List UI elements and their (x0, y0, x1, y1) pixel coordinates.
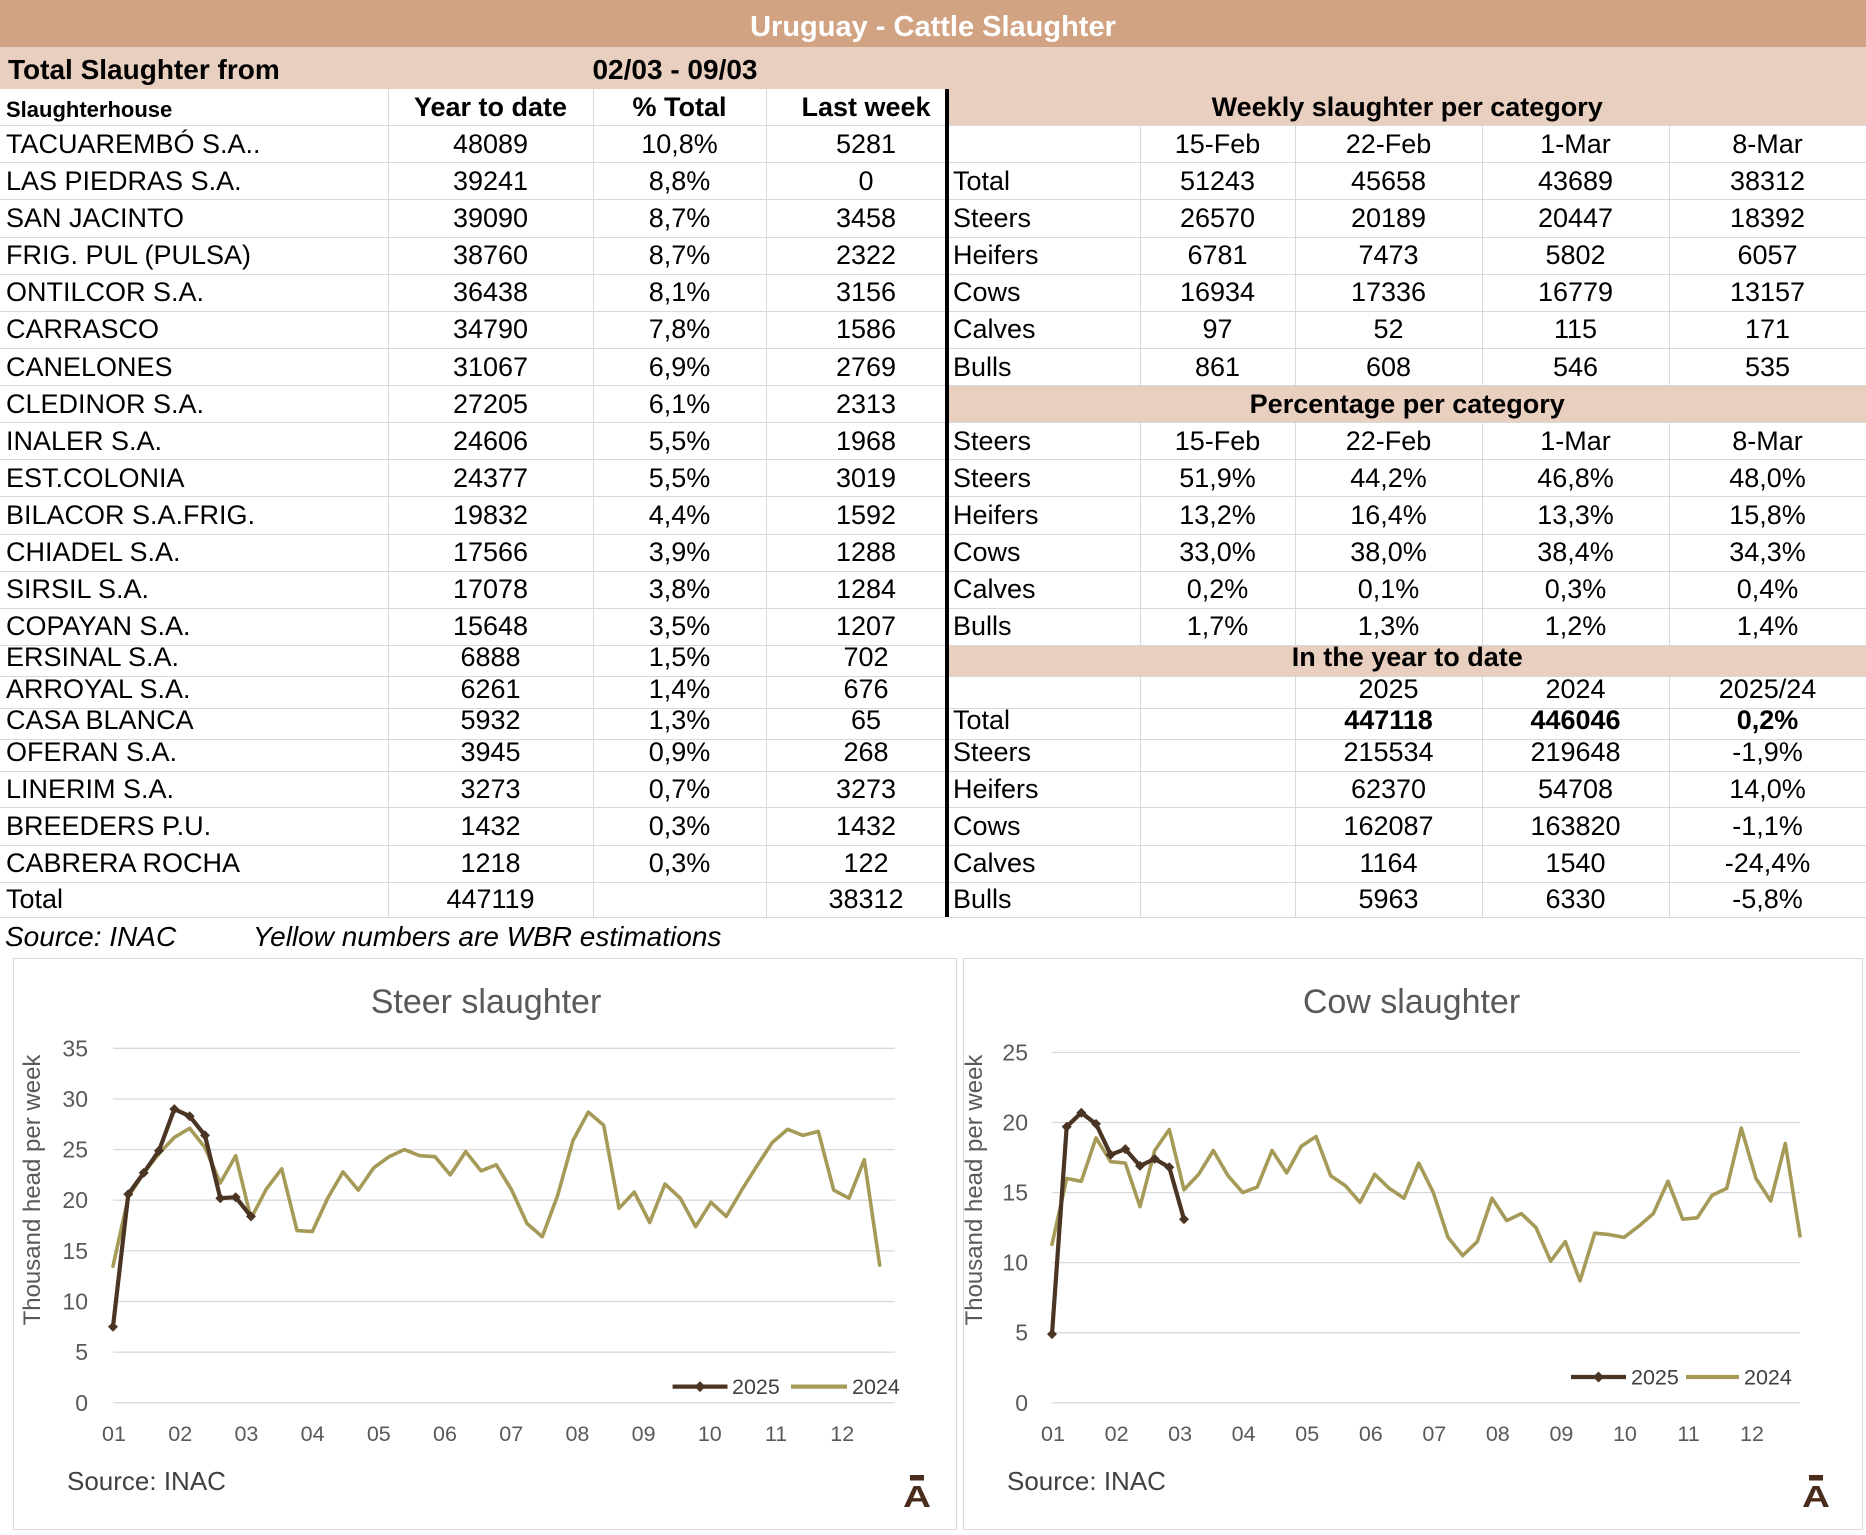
svg-text:12: 12 (830, 1422, 854, 1446)
svg-text:03: 03 (234, 1422, 258, 1446)
svg-text:20: 20 (62, 1187, 88, 1213)
svg-text:Source: INAC: Source: INAC (1007, 1466, 1166, 1496)
svg-text:09: 09 (1549, 1422, 1573, 1446)
svg-text:30: 30 (62, 1086, 88, 1112)
svg-text:08: 08 (1486, 1422, 1510, 1446)
svg-text:Cow slaughter: Cow slaughter (1303, 983, 1520, 1021)
svg-text:02: 02 (168, 1422, 192, 1446)
svg-text:01: 01 (102, 1422, 126, 1446)
svg-text:12: 12 (1740, 1422, 1764, 1446)
svg-text:02: 02 (1105, 1422, 1129, 1446)
svg-text:25: 25 (62, 1137, 88, 1163)
svg-text:01: 01 (1041, 1422, 1065, 1446)
svg-text:5: 5 (1015, 1320, 1028, 1346)
svg-text:2024: 2024 (1744, 1366, 1792, 1390)
svg-text:04: 04 (301, 1422, 325, 1446)
svg-text:0: 0 (1015, 1390, 1028, 1416)
svg-text:Source: INAC: Source: INAC (67, 1466, 226, 1496)
svg-text:15: 15 (62, 1238, 88, 1264)
svg-text:2025: 2025 (732, 1375, 780, 1399)
svg-text:25: 25 (1002, 1039, 1028, 1065)
svg-text:35: 35 (62, 1035, 88, 1061)
svg-text:05: 05 (1295, 1422, 1319, 1446)
svg-text:15: 15 (1002, 1180, 1028, 1206)
svg-text:0: 0 (75, 1390, 88, 1416)
svg-text:06: 06 (1359, 1422, 1383, 1446)
svg-text:07: 07 (499, 1422, 523, 1446)
svg-text:11: 11 (765, 1422, 787, 1446)
svg-text:10: 10 (1002, 1250, 1028, 1276)
svg-text:Thousand head per week: Thousand head per week (963, 1054, 988, 1326)
svg-text:11: 11 (1677, 1422, 1699, 1446)
svg-text:Steer slaughter: Steer slaughter (371, 983, 602, 1021)
svg-text:20: 20 (1002, 1110, 1028, 1136)
svg-text:2025: 2025 (1631, 1366, 1679, 1390)
svg-text:10: 10 (62, 1289, 88, 1315)
svg-text:07: 07 (1422, 1422, 1446, 1446)
svg-text:04: 04 (1232, 1422, 1256, 1446)
svg-text:10: 10 (698, 1422, 722, 1446)
svg-text:03: 03 (1168, 1422, 1192, 1446)
svg-text:A: A (903, 1480, 931, 1514)
svg-text:A: A (1802, 1480, 1830, 1514)
svg-text:06: 06 (433, 1422, 457, 1446)
svg-text:09: 09 (632, 1422, 656, 1446)
svg-text:10: 10 (1613, 1422, 1637, 1446)
svg-text:2024: 2024 (852, 1375, 900, 1399)
svg-text:Thousand head per week: Thousand head per week (19, 1054, 46, 1326)
svg-text:5: 5 (75, 1339, 88, 1365)
svg-text:05: 05 (367, 1422, 391, 1446)
svg-text:08: 08 (565, 1422, 589, 1446)
